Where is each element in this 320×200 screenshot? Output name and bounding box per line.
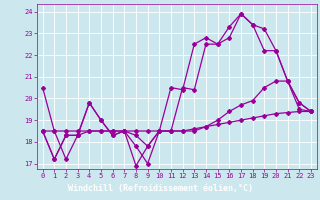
Text: Windchill (Refroidissement éolien,°C): Windchill (Refroidissement éolien,°C) [68, 184, 252, 193]
